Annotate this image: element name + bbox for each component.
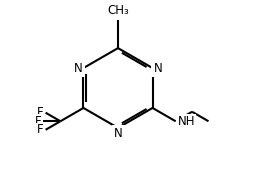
Text: F: F [35,115,41,128]
Text: CH₃: CH₃ [107,4,129,17]
Text: N: N [153,62,162,74]
Text: N: N [114,127,122,140]
Text: N: N [153,62,162,74]
Text: NH: NH [178,115,195,128]
Text: N: N [74,62,83,74]
Text: N: N [74,62,83,74]
Text: F: F [37,123,44,136]
Text: F: F [37,106,44,119]
Text: N: N [114,127,122,140]
